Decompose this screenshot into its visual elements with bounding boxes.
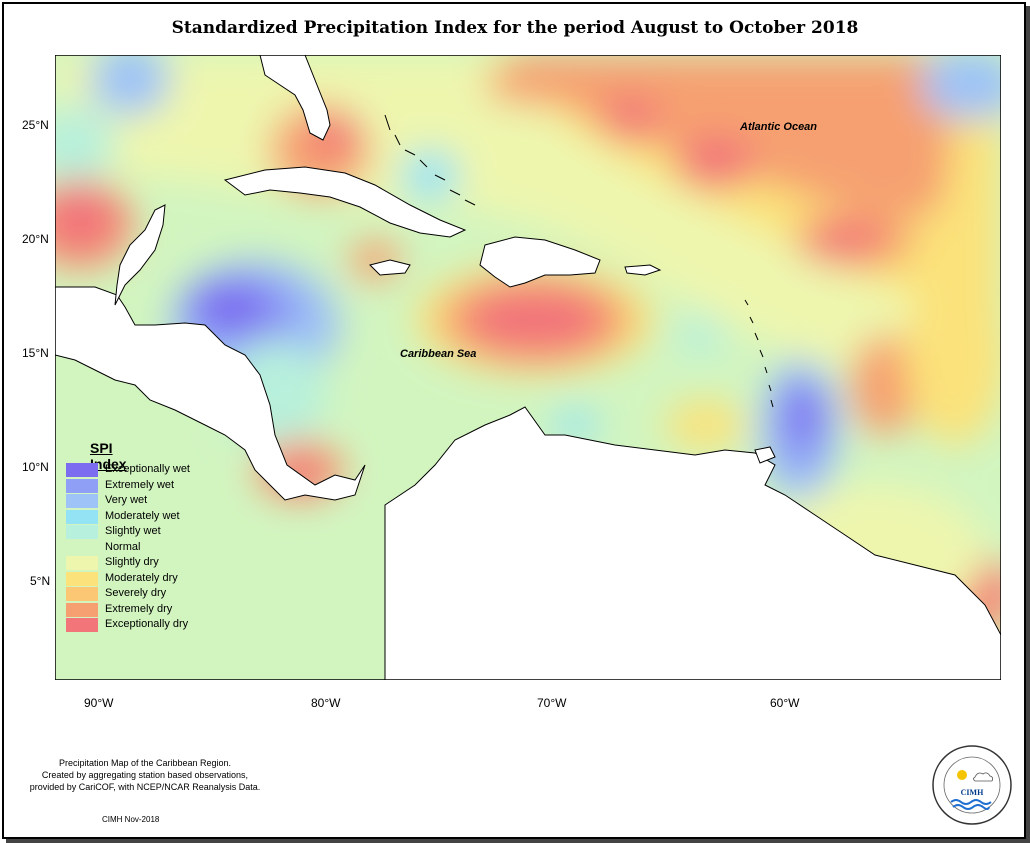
legend-label: Moderately wet	[105, 509, 180, 522]
legend-label: Slightly dry	[105, 556, 159, 568]
puerto-rico	[624, 264, 662, 276]
lat-tick-25: 25°N	[22, 118, 49, 132]
jamaica	[369, 259, 411, 276]
legend-swatch	[66, 494, 98, 508]
legend-swatch	[66, 509, 98, 524]
hispaniola	[479, 236, 601, 288]
footnote-line-2: Created by aggregating station based obs…	[41, 770, 249, 780]
south-america	[384, 406, 1001, 680]
waves-icon	[950, 799, 992, 810]
lat-tick-5: 5°N	[30, 574, 51, 588]
legend-swatch	[66, 602, 98, 617]
sun-icon	[957, 770, 967, 780]
lat-tick-20: 20°N	[22, 232, 49, 246]
legend-label: Extremely wet	[105, 478, 175, 491]
legend-swatch	[66, 525, 98, 539]
map-title: Standardized Precipitation Index for the…	[171, 18, 859, 38]
legend-swatch	[66, 540, 98, 555]
credit: CIMH Nov-2018	[102, 815, 160, 824]
lon-tick-90: 90°W	[84, 696, 114, 710]
legend-swatch	[66, 587, 98, 601]
atlantic-ocean-label: Atlantic Ocean	[739, 121, 817, 133]
cloud-icon	[973, 772, 994, 782]
footnote: Precipitation Map of the Caribbean Regio…	[10, 757, 280, 793]
cimh-logo: CIMH	[932, 745, 1012, 825]
spi-field	[55, 55, 1001, 675]
legend-swatch	[66, 463, 98, 477]
lon-tick-60: 60°W	[770, 696, 800, 710]
cuba	[223, 166, 467, 238]
yucatan	[114, 204, 166, 306]
land	[55, 55, 1001, 680]
legend-swatch	[66, 556, 98, 570]
legend-label: Severely dry	[105, 587, 167, 599]
lon-tick-80: 80°W	[311, 696, 341, 710]
legend-label: Exceptionally dry	[105, 618, 189, 630]
footnote-line-1: Precipitation Map of the Caribbean Regio…	[58, 758, 232, 768]
trinidad	[754, 446, 776, 464]
legend-label: Extremely dry	[105, 602, 173, 615]
central-america	[55, 286, 366, 501]
spi-map: Caribbean Sea Atlantic Ocean	[55, 55, 1001, 680]
lon-tick-70: 70°W	[537, 696, 567, 710]
legend-swatch	[66, 571, 98, 586]
legend-label: Slightly wet	[105, 525, 161, 537]
small-islands	[384, 114, 774, 408]
legend-title: SPI Index	[90, 440, 127, 472]
legend-label: Normal	[105, 540, 141, 553]
lat-tick-10: 10°N	[22, 460, 49, 474]
legend-label: Very wet	[105, 494, 148, 506]
legend-label: Moderately dry	[105, 571, 178, 584]
legend-label: Exceptionally wet	[105, 463, 190, 475]
legend-swatch	[66, 618, 98, 632]
caribbean-sea-label: Caribbean Sea	[400, 348, 476, 360]
lat-tick-15: 15°N	[22, 346, 49, 360]
legend-swatch	[66, 478, 98, 493]
footnote-line-3: provided by CariCOF, with NCEP/NCAR Rean…	[29, 782, 261, 792]
florida	[259, 55, 331, 141]
logo-text: CIMH	[961, 788, 984, 797]
